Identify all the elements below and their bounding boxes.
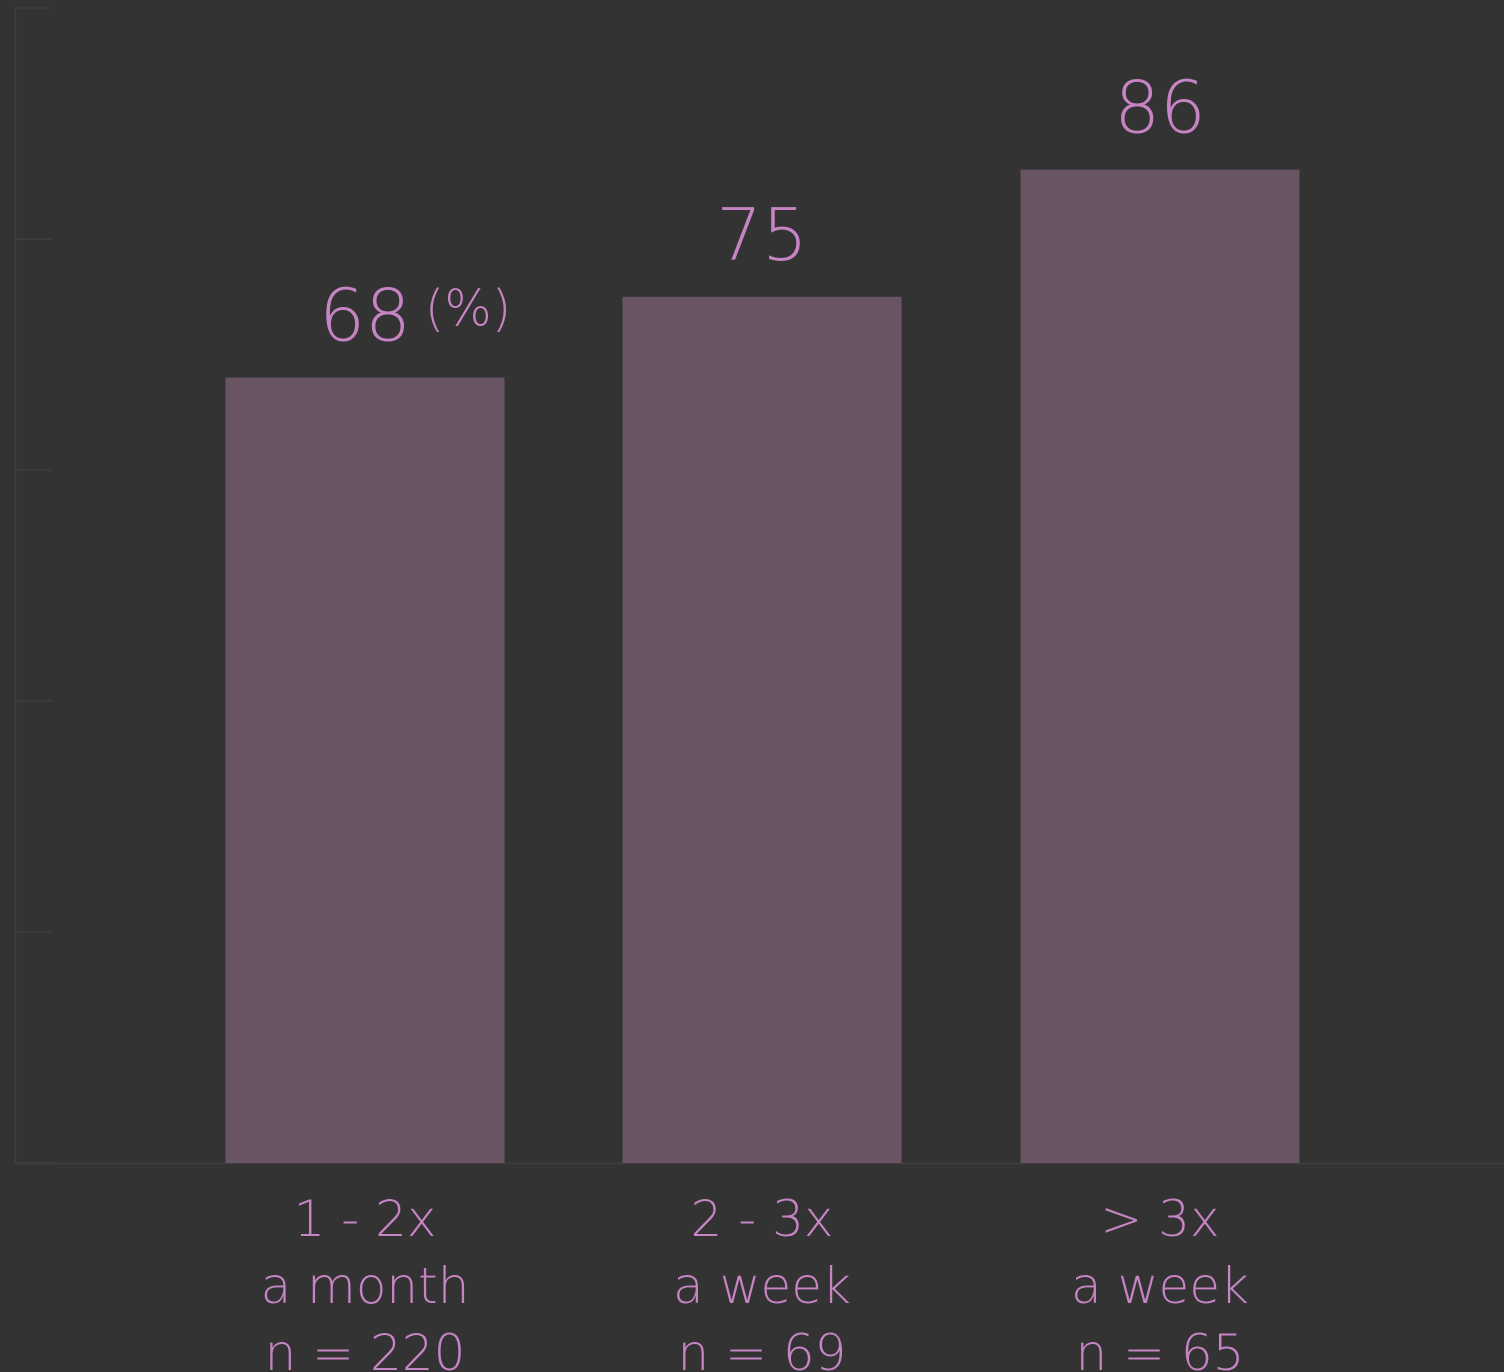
axes [14,7,1504,1165]
data-label: 75 [716,193,808,277]
category-label: n = 69 [678,1324,847,1372]
category-label: a month [261,1257,470,1315]
labels: 68 (%) 1 - 2x a month n = 220 75 2 - 3x a week n… [261,66,1249,1372]
category-label: n = 65 [1076,1324,1245,1372]
data-label: 86 [1114,66,1206,150]
category-label: 1 - 2x [293,1190,436,1248]
bar [225,377,505,1164]
category-label: a week [1071,1257,1249,1315]
category-label: 2 - 3x [690,1190,833,1248]
bar [622,296,902,1163]
category-label: n = 220 [265,1324,466,1372]
category-label: a week [673,1257,851,1315]
bar [1020,169,1300,1163]
bars [225,169,1300,1164]
data-label: 68 [319,274,411,358]
category-label: > 3x [1100,1190,1219,1248]
unit-label: (%) [425,280,512,338]
